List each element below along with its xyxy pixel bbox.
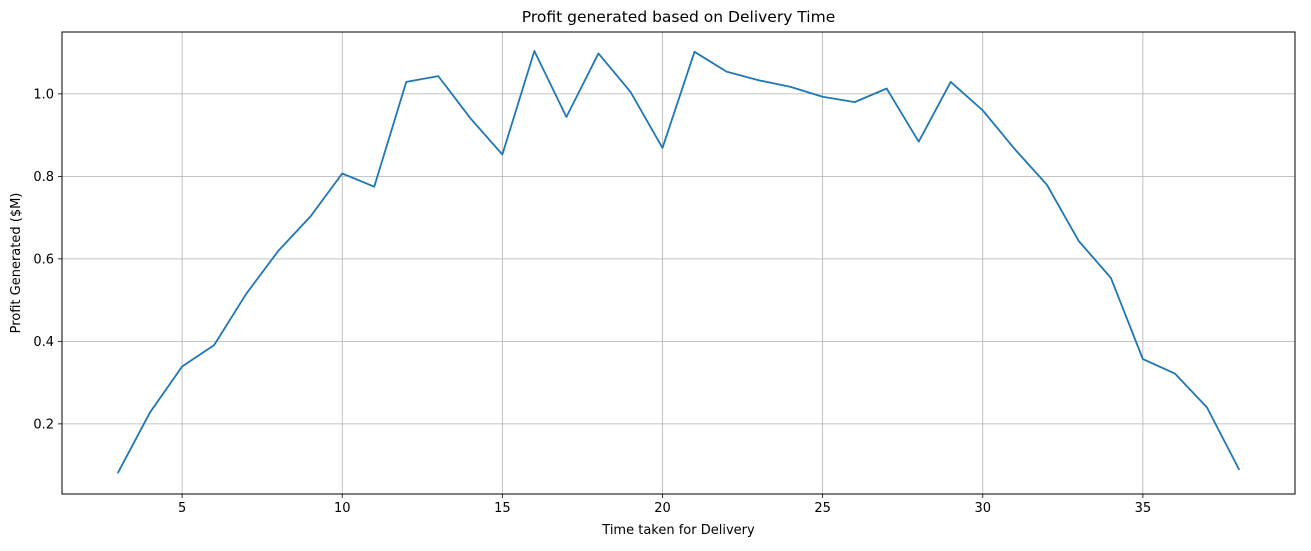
x-tick-label: 10 [334, 501, 351, 516]
x-tick-label: 25 [814, 501, 831, 516]
y-tick-label: 0.6 [33, 252, 54, 267]
axes-frame [61, 31, 1296, 495]
y-axis-label: Profit Generated ($M) [9, 193, 24, 334]
y-axis-ticks: 0.2 0.4 0.6 0.8 1.0 [33, 87, 62, 432]
chart-title: Profit generated based on Delivery Time [522, 8, 836, 26]
series-line [117, 50, 1240, 474]
y-tick-label: 0.4 [33, 335, 54, 350]
x-tick-label: 5 [178, 501, 186, 516]
x-axis-ticks: 5 10 15 20 25 30 35 [178, 494, 1151, 516]
plot-frame [61, 31, 1296, 495]
x-axis-label: Time taken for Delivery [601, 523, 755, 538]
x-tick-label: 15 [494, 501, 511, 516]
y-tick-label: 0.8 [33, 170, 54, 185]
y-tick-label: 0.2 [33, 417, 54, 432]
x-tick-label: 30 [974, 501, 991, 516]
y-tick-label: 1.0 [33, 87, 54, 102]
grid [62, 32, 1295, 494]
x-tick-label: 35 [1135, 501, 1152, 516]
x-tick-label: 20 [654, 501, 671, 516]
plot-lines [117, 50, 1240, 474]
